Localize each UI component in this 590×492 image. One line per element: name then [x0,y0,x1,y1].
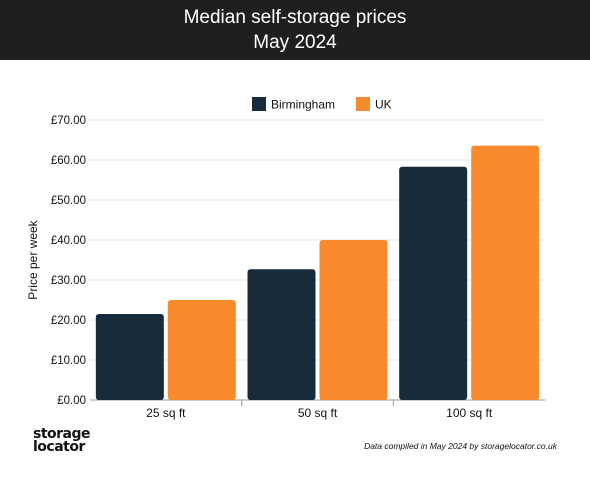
bar-birmingham [247,269,316,400]
chart-header: Median self-storage prices May 2024 [0,0,590,60]
x-tick-label: 25 sq ft [146,406,186,420]
y-tick-label: £0.00 [57,395,86,407]
brand-logo-line1: storage [33,426,91,442]
y-tick-label: £60.00 [51,155,86,167]
legend-label: Birmingham [271,98,335,112]
y-axis-label: Price per week [26,219,40,299]
legend-swatch [356,97,370,111]
bar-birmingham [95,314,164,400]
y-tick-label: £50.00 [51,195,86,207]
bar-uk [471,145,540,400]
chart-subtitle: May 2024 [253,32,337,53]
bar-uk [167,300,236,400]
data-credit: Data compiled in May 2024 by storageloca… [364,441,557,451]
bar-birmingham [399,166,468,400]
brand-logo-line2: locator [33,439,85,455]
x-tick-label: 50 sq ft [298,406,338,420]
brand-logo: storage locator [33,426,91,455]
chart-title: Median self-storage prices [183,7,407,28]
x-tick-label: 100 sq ft [446,406,493,420]
legend-swatch [252,97,266,111]
bar-uk [319,240,388,400]
y-tick-label: £40.00 [51,235,86,247]
y-tick-label: £70.00 [51,115,86,127]
y-tick-label: £20.00 [51,315,86,327]
legend-label: UK [375,98,392,112]
y-tick-label: £30.00 [51,275,86,287]
y-tick-label: £10.00 [51,355,86,367]
